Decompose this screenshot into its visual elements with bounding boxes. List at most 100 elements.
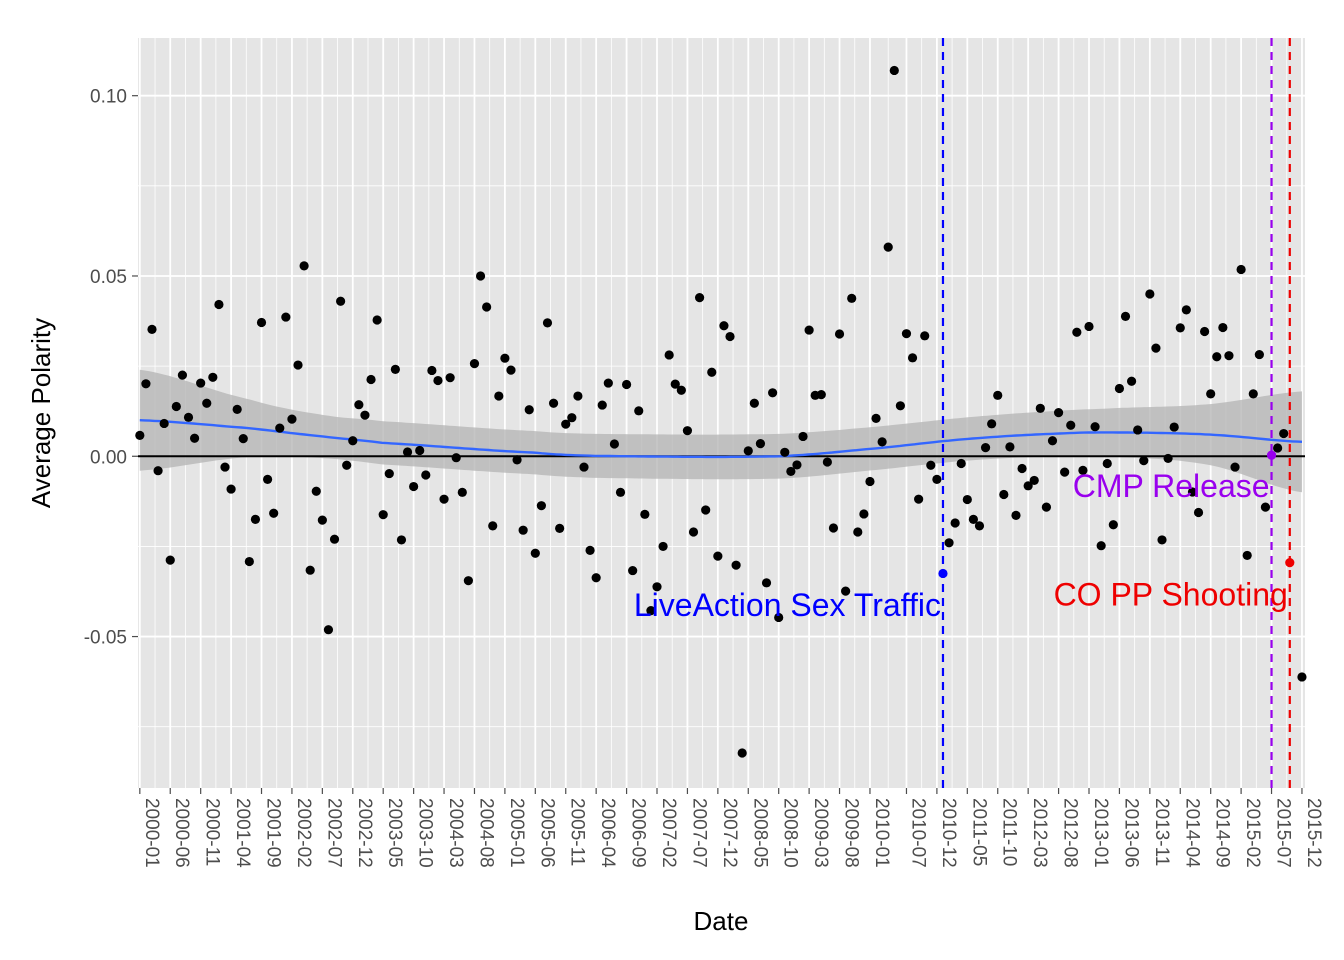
data-point	[336, 296, 346, 306]
data-point	[920, 331, 930, 341]
event-annotation-label: CMP Release	[1073, 468, 1270, 504]
data-point	[250, 514, 261, 524]
data-point	[968, 514, 978, 524]
x-tick-label: 2007-12	[719, 798, 740, 868]
data-point	[761, 578, 772, 588]
data-point	[396, 535, 407, 545]
x-tick-label: 2005-06	[536, 798, 557, 868]
data-point	[384, 468, 394, 479]
x-tick-label: 2005-11	[567, 798, 588, 866]
x-tick-label: 2008-10	[780, 798, 801, 868]
data-point	[956, 458, 966, 469]
data-point	[244, 556, 254, 567]
data-point	[512, 455, 522, 465]
data-point	[189, 433, 200, 443]
data-point	[183, 412, 194, 422]
data-point	[354, 400, 364, 410]
data-point	[561, 419, 571, 429]
data-point	[701, 505, 711, 515]
x-tick-label: 2013-06	[1120, 798, 1141, 868]
data-point	[202, 398, 212, 408]
event-annotation-label: CO PP Shooting	[1054, 576, 1288, 612]
data-point	[433, 375, 443, 386]
data-point	[1126, 376, 1137, 386]
data-point	[688, 527, 699, 537]
data-point	[451, 453, 461, 463]
x-tick-label: 2000-11	[202, 798, 223, 866]
data-point	[1023, 481, 1033, 491]
data-point	[378, 510, 388, 520]
data-point	[1254, 349, 1264, 360]
data-point	[196, 378, 206, 388]
data-point	[1102, 458, 1112, 469]
data-point	[311, 486, 321, 496]
y-tick-label: 0.05	[90, 267, 127, 288]
data-point	[1163, 453, 1173, 464]
data-point	[238, 434, 248, 444]
data-point	[177, 370, 188, 380]
data-point	[439, 494, 449, 504]
x-axis-title: Date	[694, 906, 749, 936]
data-point	[390, 364, 400, 374]
x-tick-label: 2008-05	[749, 798, 770, 868]
x-tick-label: 2011-10	[999, 798, 1020, 866]
data-point	[171, 401, 181, 412]
data-point	[914, 494, 924, 504]
data-point	[1224, 351, 1234, 361]
data-point	[883, 242, 893, 252]
data-point	[548, 398, 559, 408]
data-point	[682, 426, 693, 436]
data-point	[469, 359, 480, 369]
data-point	[1236, 264, 1246, 275]
data-point	[1169, 422, 1179, 432]
smooth-trend-line	[139, 419, 1303, 459]
data-point	[445, 373, 455, 383]
x-tick-label: 2015-02	[1242, 798, 1263, 868]
data-point	[518, 525, 528, 535]
data-points-layer	[135, 65, 1307, 758]
x-tick-label: 2002-02	[293, 798, 314, 868]
data-point	[847, 293, 857, 303]
data-point	[859, 509, 869, 519]
data-point	[524, 405, 534, 415]
data-point	[1181, 305, 1191, 315]
data-point	[1260, 502, 1271, 512]
data-point	[463, 576, 473, 586]
data-point	[1053, 408, 1064, 418]
data-point	[1206, 389, 1216, 399]
data-point	[1066, 420, 1076, 430]
data-point	[1139, 455, 1149, 466]
data-point	[287, 414, 297, 424]
data-point	[713, 551, 723, 561]
highlighted-point	[1266, 450, 1277, 460]
data-point	[293, 360, 303, 370]
data-point	[780, 447, 790, 457]
data-point	[621, 379, 632, 390]
data-point	[1120, 311, 1131, 321]
data-point	[567, 413, 577, 423]
data-point	[1096, 541, 1106, 551]
data-point	[707, 367, 717, 377]
data-point	[901, 329, 912, 339]
x-tick-label: 2010-12	[938, 798, 959, 868]
data-point	[1200, 326, 1210, 337]
data-point	[214, 299, 224, 310]
data-point	[999, 489, 1009, 500]
y-axis-title: Average Polarity	[26, 318, 56, 508]
data-point	[798, 431, 808, 442]
data-point	[950, 518, 960, 528]
data-point	[962, 494, 972, 505]
data-point	[153, 466, 163, 476]
data-point	[1047, 436, 1058, 446]
x-tick-label: 2015-12	[1303, 798, 1324, 868]
x-tick-label: 2005-01	[506, 798, 527, 868]
data-point	[926, 460, 936, 470]
x-tick-label: 2004-08	[475, 798, 496, 868]
data-point	[774, 612, 784, 623]
x-tick-label: 2014-09	[1212, 798, 1233, 868]
data-point	[275, 423, 285, 433]
data-point	[1151, 343, 1161, 353]
data-point	[877, 437, 887, 447]
data-point	[1175, 323, 1185, 333]
